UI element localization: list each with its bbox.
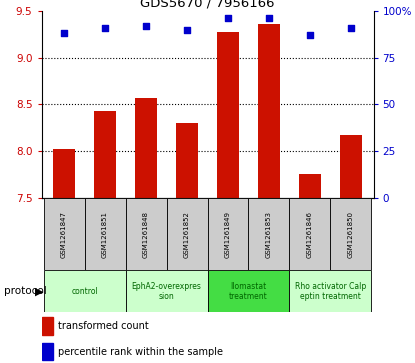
Point (348, 25, 354, 30)
Text: Rho activator Calp
eptin treatment: Rho activator Calp eptin treatment (295, 282, 366, 301)
Title: GDS5670 / 7956166: GDS5670 / 7956166 (140, 0, 275, 10)
Bar (125, 198, 166, 270)
Bar (258, 24, 280, 198)
Bar (290, 270, 371, 312)
Bar (44, 198, 85, 270)
Text: GSM1261846: GSM1261846 (307, 211, 313, 258)
Text: ▶: ▶ (35, 286, 44, 296)
Text: percentile rank within the sample: percentile rank within the sample (58, 347, 223, 357)
Bar (135, 98, 157, 198)
Text: transformed count: transformed count (58, 321, 149, 331)
Bar (249, 198, 290, 270)
Bar (340, 135, 362, 198)
Bar (217, 32, 239, 198)
Bar (208, 270, 290, 312)
Point (61, 30, 67, 36)
Point (102, 25, 108, 30)
Bar (208, 198, 249, 270)
Bar (94, 111, 116, 198)
Text: GSM1261852: GSM1261852 (184, 211, 190, 258)
Point (184, 26, 190, 32)
Bar (53, 149, 75, 198)
Bar (176, 123, 198, 198)
Bar (166, 198, 208, 270)
Text: protocol: protocol (4, 286, 47, 296)
Text: GSM1261848: GSM1261848 (143, 211, 149, 258)
Text: EphA2-overexpres
sion: EphA2-overexpres sion (132, 282, 201, 301)
Text: GSM1261853: GSM1261853 (266, 211, 272, 258)
Point (307, 32, 313, 38)
Text: GSM1261847: GSM1261847 (61, 211, 67, 258)
Text: control: control (71, 287, 98, 296)
Bar (330, 198, 371, 270)
Text: GSM1261849: GSM1261849 (225, 211, 231, 258)
Point (225, 16, 231, 21)
Bar (299, 174, 321, 198)
Point (266, 16, 272, 21)
Bar (85, 198, 125, 270)
Bar (42, 343, 53, 360)
Text: GSM1261851: GSM1261851 (102, 211, 108, 258)
Bar (44, 270, 125, 312)
Bar (125, 270, 208, 312)
Point (143, 23, 149, 29)
Text: Ilomastat
treatment: Ilomastat treatment (229, 282, 268, 301)
Bar (42, 317, 53, 335)
Text: GSM1261850: GSM1261850 (348, 211, 354, 258)
Bar (290, 198, 330, 270)
